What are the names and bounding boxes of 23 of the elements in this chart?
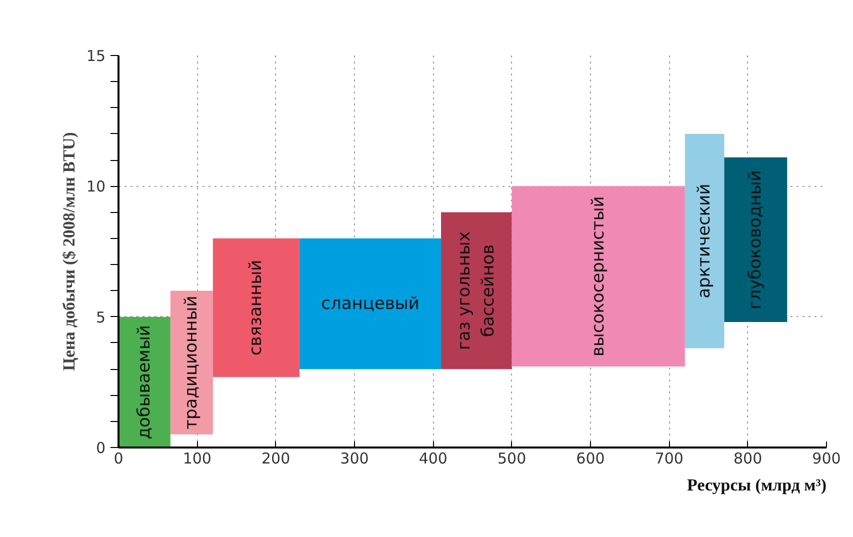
- x-tick-label: 900: [812, 450, 841, 468]
- category-label: сланцевый: [321, 294, 420, 314]
- x-tick-label: 800: [734, 450, 762, 468]
- y-tick-label: 10: [86, 178, 106, 196]
- x-tick-label: 100: [182, 450, 212, 468]
- x-tick-label: 0: [114, 450, 124, 468]
- y-axis-title: Цена добычи ($ 2008/млн BTU): [59, 132, 78, 371]
- category-label: глубоководный: [746, 170, 766, 310]
- category-label: газ угольных бассейнов: [454, 231, 498, 350]
- x-tick-label: 600: [576, 450, 605, 468]
- x-tick-label: 400: [418, 450, 448, 468]
- category-label: связанный: [246, 260, 266, 356]
- category-label: традиционный: [182, 296, 202, 430]
- y-tick-label: 5: [96, 308, 106, 326]
- x-tick-label: 300: [340, 450, 369, 468]
- category-label: добываемый: [134, 325, 154, 440]
- category-label: высокосернистый: [588, 196, 608, 356]
- x-axis-title: Ресурсы (млрд м³): [687, 476, 826, 494]
- x-tick-label: 500: [498, 450, 526, 468]
- x-tick-label: 700: [654, 450, 684, 468]
- x-tick-label: 200: [262, 450, 290, 468]
- category-label: арктический: [694, 184, 715, 298]
- y-tick-label: 15: [86, 47, 106, 65]
